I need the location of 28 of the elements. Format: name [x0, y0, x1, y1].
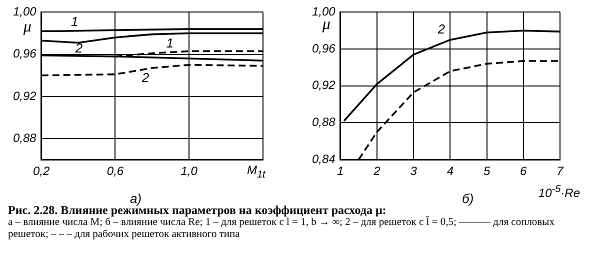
- x-tick-label: 0,6: [106, 164, 124, 178]
- y-tick-label: 0,92: [312, 78, 336, 92]
- x-tick-label: 2: [372, 164, 381, 178]
- y-tick-label: 0,88: [12, 130, 37, 145]
- y-tick-label: 0,96: [312, 41, 336, 56]
- x-tick-label: 6: [520, 164, 528, 178]
- x-tick-label: 1,0: [180, 164, 198, 178]
- y-tick-label: 0,88: [312, 115, 336, 130]
- x-tick-label: 7: [556, 164, 565, 178]
- y-tick-label: 1,00: [12, 4, 37, 19]
- x-tick-label: 0,2: [33, 164, 50, 178]
- y-tick-label: 0,96: [12, 46, 37, 61]
- text: б): [462, 191, 474, 206]
- x-axis-title: 10$^{-5}$·Re: [538, 184, 580, 200]
- x-tick-label: 5: [483, 164, 490, 178]
- x-axis-title: M$_{1t}$: [247, 163, 266, 180]
- annotation: 2: [74, 40, 84, 56]
- annotation: 2: [140, 70, 150, 86]
- annotation: 2: [436, 21, 446, 36]
- y-axis-title: μ: [22, 18, 32, 36]
- y-tick-label: 0,84: [312, 152, 336, 166]
- x-tick-label: 1: [337, 164, 344, 178]
- annotation: 1: [70, 14, 78, 30]
- x-tick-label: 4: [446, 164, 454, 178]
- y-tick-label: 0,92: [12, 88, 37, 103]
- text: а – влияние числа М; б – влияние числа Re; 1 – для решеток с l = 1, b → ∞; 2 – для решеток с l̄ = 0,5; ——— для сопловых решеток; – – – для рабочих решеток активного типа: [8, 217, 556, 241]
- annotation: 1: [166, 36, 174, 50]
- x-tick-label: 3: [410, 164, 418, 178]
